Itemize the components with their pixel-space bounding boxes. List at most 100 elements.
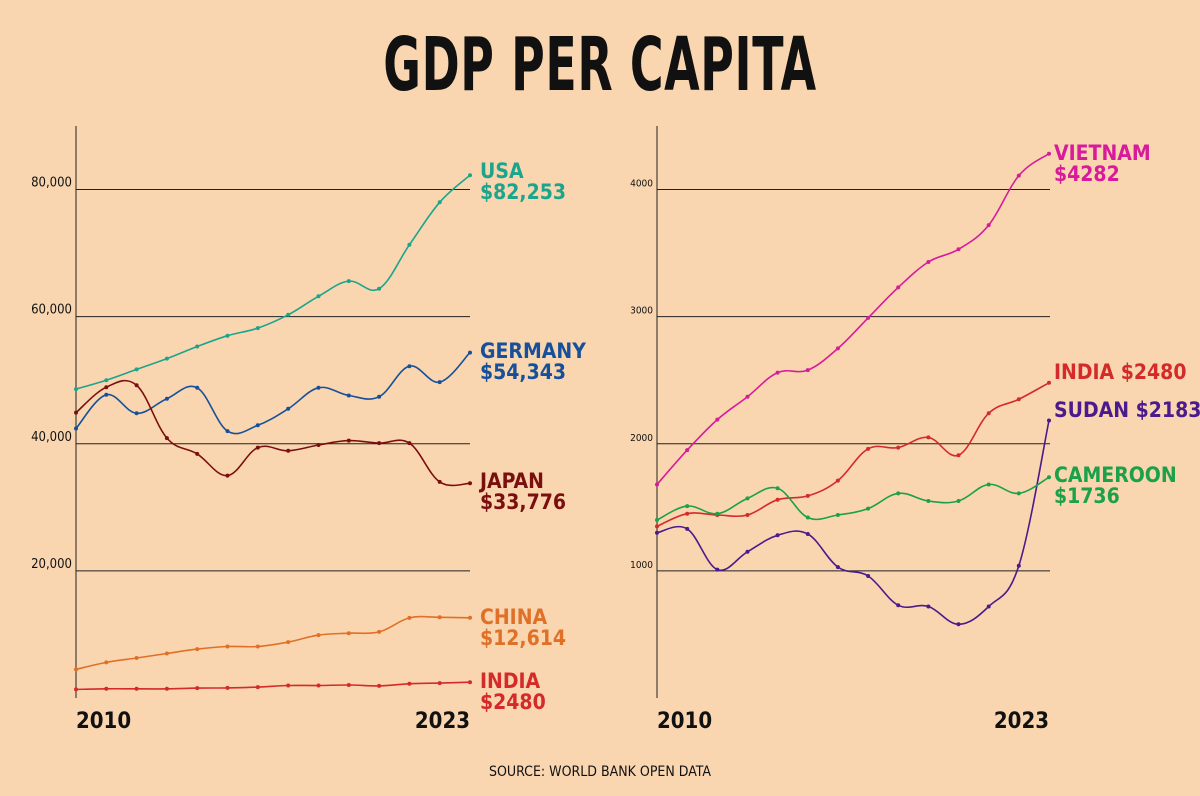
data-point xyxy=(225,644,230,649)
data-point xyxy=(437,615,442,620)
data-point xyxy=(134,686,139,691)
data-point xyxy=(195,647,200,652)
series-label-vietnam: VIETNAM $4282 xyxy=(1054,141,1151,186)
data-point xyxy=(437,681,442,686)
x-tick-label: 2010 xyxy=(657,709,712,734)
data-point xyxy=(896,491,901,496)
data-point xyxy=(377,683,382,688)
data-point xyxy=(225,429,230,434)
data-point xyxy=(104,660,109,665)
data-point xyxy=(225,473,230,478)
chart-2: 1000 2000 3000 4000 2010 2023 VIETNAM $4282 INDI… xyxy=(630,126,1200,734)
data-point xyxy=(1016,491,1021,496)
data-point xyxy=(74,410,78,415)
data-point xyxy=(805,515,810,520)
data-point xyxy=(134,367,139,372)
data-point xyxy=(956,499,961,503)
data-point xyxy=(255,423,260,428)
data-point xyxy=(316,443,321,447)
data-point xyxy=(896,285,901,290)
data-point xyxy=(407,681,412,686)
data-point xyxy=(835,565,840,570)
data-point xyxy=(685,448,690,453)
series-sudan: SUDAN $2183 xyxy=(655,398,1200,627)
data-point xyxy=(468,481,472,486)
data-point xyxy=(346,279,351,284)
data-point xyxy=(134,383,139,388)
x-tick-label: 2023 xyxy=(415,709,470,734)
data-point xyxy=(866,315,871,320)
series-cameroon: CAMEROON $1736 xyxy=(655,463,1177,522)
data-point xyxy=(164,356,169,361)
data-point xyxy=(346,683,351,687)
data-point xyxy=(437,200,442,205)
series-line-japan xyxy=(75,379,471,487)
series-line-india xyxy=(75,681,471,691)
series-line-cameroon xyxy=(656,476,1050,521)
data-point xyxy=(926,499,931,503)
series-germany: GERMANY $54,343 xyxy=(74,339,586,435)
source-note: SOURCE: WORLD BANK OPEN DATA xyxy=(488,764,712,780)
data-point xyxy=(316,385,321,390)
data-point xyxy=(346,393,351,398)
data-point xyxy=(377,394,382,399)
data-point xyxy=(745,394,750,399)
series-label-china: CHINA $12,614 xyxy=(480,605,566,650)
data-point xyxy=(1047,418,1051,423)
data-point xyxy=(286,448,291,453)
y-tick-label: 60,000 xyxy=(31,303,72,318)
y-tick-label: 1000 xyxy=(630,560,653,571)
data-point xyxy=(286,406,291,411)
data-point xyxy=(104,378,109,383)
data-point xyxy=(1016,173,1021,178)
data-point xyxy=(715,417,720,422)
data-point xyxy=(896,603,901,608)
data-point xyxy=(926,435,931,440)
series-label-cameroon: CAMEROON $1736 xyxy=(1054,463,1177,508)
data-point xyxy=(715,567,720,572)
data-point xyxy=(986,604,991,609)
data-point xyxy=(377,286,382,291)
series-vietnam: VIETNAM $4282 xyxy=(655,141,1151,487)
data-point xyxy=(286,640,291,645)
data-point xyxy=(1016,397,1021,402)
series-line-sudan xyxy=(656,420,1050,626)
data-point xyxy=(866,446,871,451)
data-point xyxy=(685,511,690,516)
data-point xyxy=(225,685,230,690)
series-usa: USA $82,253 xyxy=(74,159,566,392)
data-point xyxy=(195,686,200,691)
series-line-china xyxy=(75,615,471,671)
data-point xyxy=(286,312,291,317)
data-point xyxy=(775,486,780,491)
data-point xyxy=(104,392,109,397)
data-point xyxy=(1016,563,1021,568)
data-point xyxy=(134,656,139,660)
data-point xyxy=(407,242,412,247)
data-point xyxy=(986,482,991,487)
data-point xyxy=(255,445,260,450)
data-point xyxy=(74,667,78,672)
x-tick-label: 2010 xyxy=(76,709,131,734)
data-point xyxy=(685,526,690,531)
data-point xyxy=(926,604,931,609)
data-point xyxy=(835,346,840,351)
x-tick-label: 2023 xyxy=(994,709,1049,734)
data-point xyxy=(805,532,810,536)
data-point xyxy=(745,496,750,501)
data-point xyxy=(104,686,109,691)
data-point xyxy=(74,387,78,392)
data-point xyxy=(195,451,200,456)
data-point xyxy=(468,173,472,178)
data-point xyxy=(437,380,442,385)
series-line-vietnam xyxy=(656,153,1050,486)
data-point xyxy=(715,511,720,516)
series-india: INDIA $2480 xyxy=(655,360,1186,529)
data-point xyxy=(866,506,871,511)
series-line-usa xyxy=(75,174,471,390)
data-point xyxy=(316,633,321,638)
data-point xyxy=(655,518,659,522)
data-point xyxy=(835,513,840,517)
series-japan: JAPAN $33,776 xyxy=(74,379,566,514)
data-point xyxy=(346,631,351,636)
